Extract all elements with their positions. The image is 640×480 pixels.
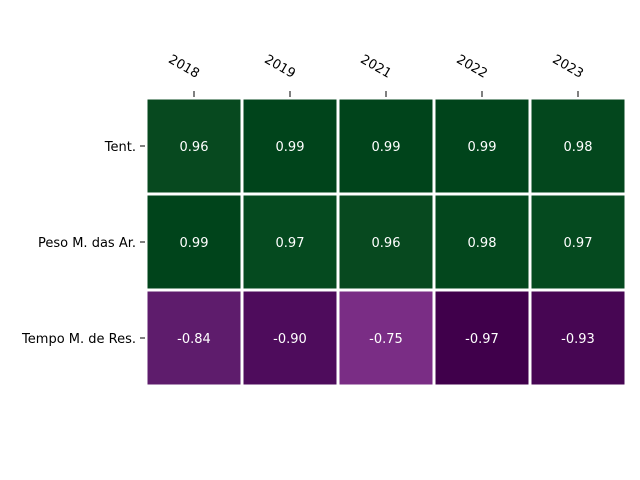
heatmap-cell [435, 99, 529, 193]
cell-value-label: -0.93 [561, 332, 595, 347]
heatmap-cell [531, 99, 625, 193]
heatmap-cell [339, 291, 433, 385]
y-tick-label: Tent. [104, 140, 136, 155]
cell-value-label: 0.99 [276, 140, 305, 155]
cell-value-label: -0.97 [465, 332, 499, 347]
cell-value-label: -0.84 [177, 332, 211, 347]
heatmap-cell [531, 291, 625, 385]
cell-value-label: -0.90 [273, 332, 307, 347]
x-tick-label: 2019 [262, 52, 298, 82]
cell-value-label: 0.97 [276, 236, 305, 251]
heatmap-cell [339, 195, 433, 289]
x-tick-label: 2023 [550, 52, 586, 82]
y-tick-label: Peso M. das Ar. [38, 236, 136, 251]
cell-value-label: 0.97 [564, 236, 593, 251]
cell-value-label: 0.99 [468, 140, 497, 155]
cell-value-label: -0.75 [369, 332, 403, 347]
x-tick-label: 2021 [358, 52, 394, 82]
heatmap-cell [243, 195, 337, 289]
cell-value-label: 0.98 [468, 236, 497, 251]
x-tick-label: 2018 [166, 52, 202, 82]
heatmap-cell [243, 99, 337, 193]
y-tick-label: Tempo M. de Res. [21, 332, 136, 347]
heatmap-cell [147, 291, 241, 385]
heatmap-cell [243, 291, 337, 385]
cell-value-label: 0.99 [372, 140, 401, 155]
heatmap-cell [435, 195, 529, 289]
heatmap-cell [339, 99, 433, 193]
x-tick-label: 2022 [454, 52, 490, 82]
heatmap-cell [531, 195, 625, 289]
heatmap-cell [147, 195, 241, 289]
cell-value-label: 0.99 [180, 236, 209, 251]
cell-value-label: 0.96 [372, 236, 401, 251]
cell-value-label: 0.96 [180, 140, 209, 155]
cell-value-label: 0.98 [564, 140, 593, 155]
heatmap-cell [435, 291, 529, 385]
heatmap-cell [147, 99, 241, 193]
